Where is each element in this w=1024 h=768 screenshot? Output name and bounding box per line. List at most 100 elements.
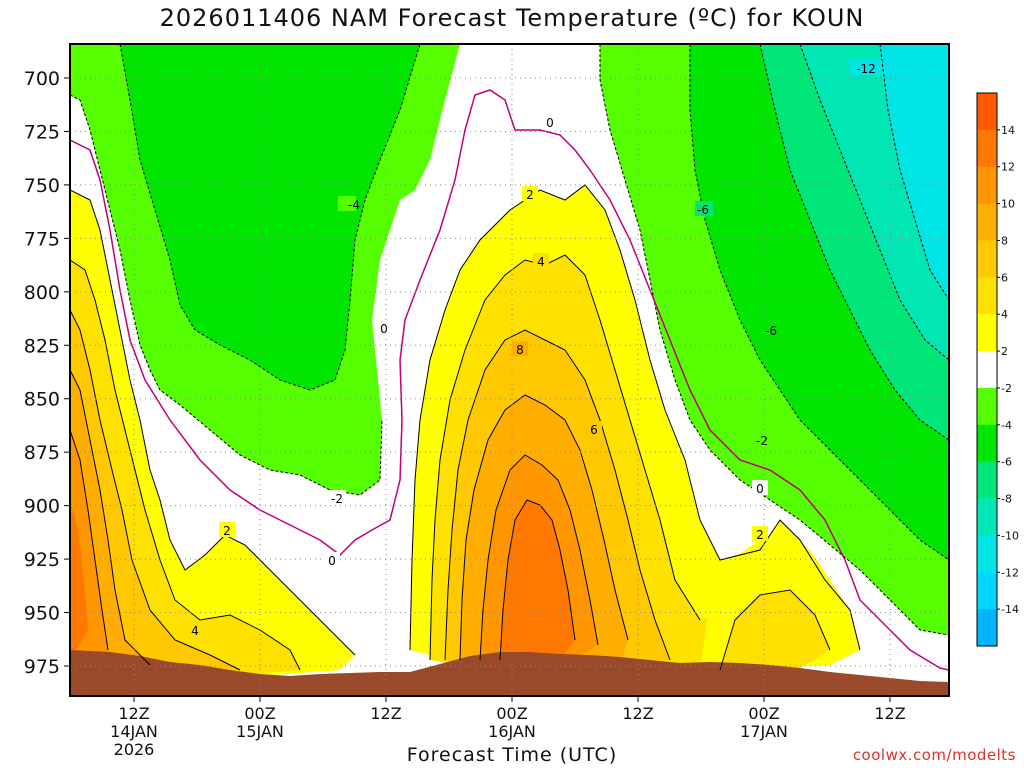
x-tick-label: 00Z bbox=[244, 704, 275, 723]
contour-neg4-left bbox=[119, 44, 421, 391]
contour-2-mid bbox=[409, 184, 861, 651]
contour-label: 2 bbox=[756, 528, 764, 542]
colorbar-legend: 14 12 10 8 6 4 2 -2 -4 -6 -8 -10 -12 -14 bbox=[976, 92, 1019, 647]
colorbar-label: 2 bbox=[1001, 345, 1008, 358]
contour-label: -2 bbox=[331, 492, 343, 506]
contour-neg2-left bbox=[70, 94, 383, 496]
contour-label: 4 bbox=[537, 255, 545, 269]
colorbar-label: -14 bbox=[1001, 603, 1019, 616]
chart-title: 2026011406 NAM Forecast Temperature (ºC)… bbox=[159, 4, 865, 32]
y-tick-label: 825 bbox=[24, 335, 60, 357]
contour-4-left bbox=[70, 259, 301, 671]
colorbar-swatch bbox=[977, 609, 997, 647]
contour-neg12-right bbox=[879, 44, 949, 301]
contour-label: -2 bbox=[756, 434, 768, 448]
y-tick-label: 925 bbox=[24, 549, 60, 571]
x-tick-label: 12Z bbox=[622, 704, 653, 723]
y-tick-label: 950 bbox=[24, 603, 60, 625]
cold-region-cyan bbox=[880, 44, 949, 300]
colorbar-swatch bbox=[977, 424, 997, 463]
terrain bbox=[70, 650, 949, 696]
contour-10-mid bbox=[479, 454, 599, 661]
contour-label: 6 bbox=[590, 423, 598, 437]
colorbar-swatch bbox=[977, 277, 997, 315]
y-tick-label: 800 bbox=[24, 282, 60, 304]
contour-4-right bbox=[719, 589, 831, 671]
colorbar-swatch bbox=[977, 314, 997, 352]
x-tick-label: 12Z bbox=[118, 704, 149, 723]
contour-label: -6 bbox=[697, 203, 709, 217]
contour-label: 2 bbox=[223, 524, 231, 538]
colorbar-swatch bbox=[977, 387, 997, 426]
x-tick-label: 15JAN bbox=[236, 722, 284, 741]
colorbar-label: -12 bbox=[1001, 566, 1019, 579]
y-tick-label: 700 bbox=[24, 68, 60, 90]
x-tick-label: 16JAN bbox=[488, 722, 536, 741]
y-tick-label: 900 bbox=[24, 496, 60, 518]
colorbar-swatch bbox=[977, 129, 997, 168]
y-tick-label: 725 bbox=[24, 121, 60, 143]
colorbar-label: -10 bbox=[1001, 529, 1019, 542]
contour-label: 0 bbox=[756, 482, 764, 496]
x-tick-label: 14JAN bbox=[110, 722, 158, 741]
contour-6-left bbox=[70, 309, 241, 671]
y-tick-label: 850 bbox=[24, 389, 60, 411]
colorbar-swatch bbox=[977, 166, 997, 205]
colorbar-label: 8 bbox=[1001, 234, 1008, 247]
contour-label: 8 bbox=[516, 343, 524, 357]
warm-left-deepest bbox=[70, 500, 88, 660]
colorbar-label: -4 bbox=[1001, 419, 1012, 432]
x-tick-label: 17JAN bbox=[740, 722, 788, 741]
colorbar-label: -8 bbox=[1001, 493, 1012, 506]
contour-label: 2 bbox=[526, 188, 534, 202]
warm-mid-deepest bbox=[500, 500, 575, 660]
contour-zero-left bbox=[70, 89, 949, 671]
x-tick-label: 00Z bbox=[496, 704, 527, 723]
contour-label: 0 bbox=[380, 322, 388, 336]
x-tick-label: 2026 bbox=[114, 740, 155, 759]
y-tick-label: 975 bbox=[24, 656, 60, 678]
colorbar-swatch bbox=[977, 461, 997, 500]
contour-label: 0 bbox=[328, 554, 336, 568]
grid-lines bbox=[70, 44, 949, 696]
y-tick-label: 875 bbox=[24, 442, 60, 464]
colorbar-label: 4 bbox=[1001, 308, 1008, 321]
colorbar-frame bbox=[976, 92, 998, 647]
contour-label: 0 bbox=[546, 116, 554, 130]
x-axis-title: Forecast Time (UTC) bbox=[406, 744, 618, 766]
x-tick-label: 00Z bbox=[748, 704, 779, 723]
colorbar-label: -2 bbox=[1001, 382, 1012, 395]
colorbar-swatch bbox=[977, 240, 997, 278]
contour-neg6-right bbox=[689, 44, 949, 561]
colorbar-label: 6 bbox=[1001, 271, 1008, 284]
credit-text: coolwx.com/modelts bbox=[852, 746, 1016, 764]
y-tick-label: 750 bbox=[24, 175, 60, 197]
contour-neg2-right bbox=[599, 44, 949, 636]
contour-6-mid bbox=[444, 329, 671, 661]
cold-upper-left-darkgreen bbox=[120, 44, 420, 390]
colorbar-swatch bbox=[977, 93, 997, 131]
y-axis: 700 725 750 775 800 825 850 875 900 925 950 975 bbox=[24, 68, 70, 678]
x-tick-label: 12Z bbox=[874, 704, 905, 723]
x-tick-label: 12Z bbox=[370, 704, 401, 723]
contour-10-left bbox=[70, 429, 109, 651]
colorbar-swatch bbox=[977, 203, 997, 241]
contour-8-mid bbox=[459, 394, 629, 661]
contour-label: 4 bbox=[191, 624, 199, 638]
contour-label: -12 bbox=[856, 62, 876, 76]
colorbar-swatch bbox=[977, 498, 997, 536]
colorbar-swatch bbox=[977, 535, 997, 573]
colorbar-swatch bbox=[977, 572, 997, 610]
contour-label: -6 bbox=[765, 324, 777, 338]
colorbar-swatch bbox=[977, 351, 997, 389]
colorbar-label: 12 bbox=[1001, 161, 1015, 174]
contour-12-mid bbox=[499, 499, 576, 661]
contour-8-left bbox=[70, 369, 151, 666]
colorbar-label: -6 bbox=[1001, 456, 1012, 469]
plot-frame bbox=[69, 43, 950, 697]
warm-right-gold bbox=[720, 590, 830, 670]
contour-label: -4 bbox=[348, 198, 360, 212]
colorbar-label: 10 bbox=[1001, 198, 1015, 211]
